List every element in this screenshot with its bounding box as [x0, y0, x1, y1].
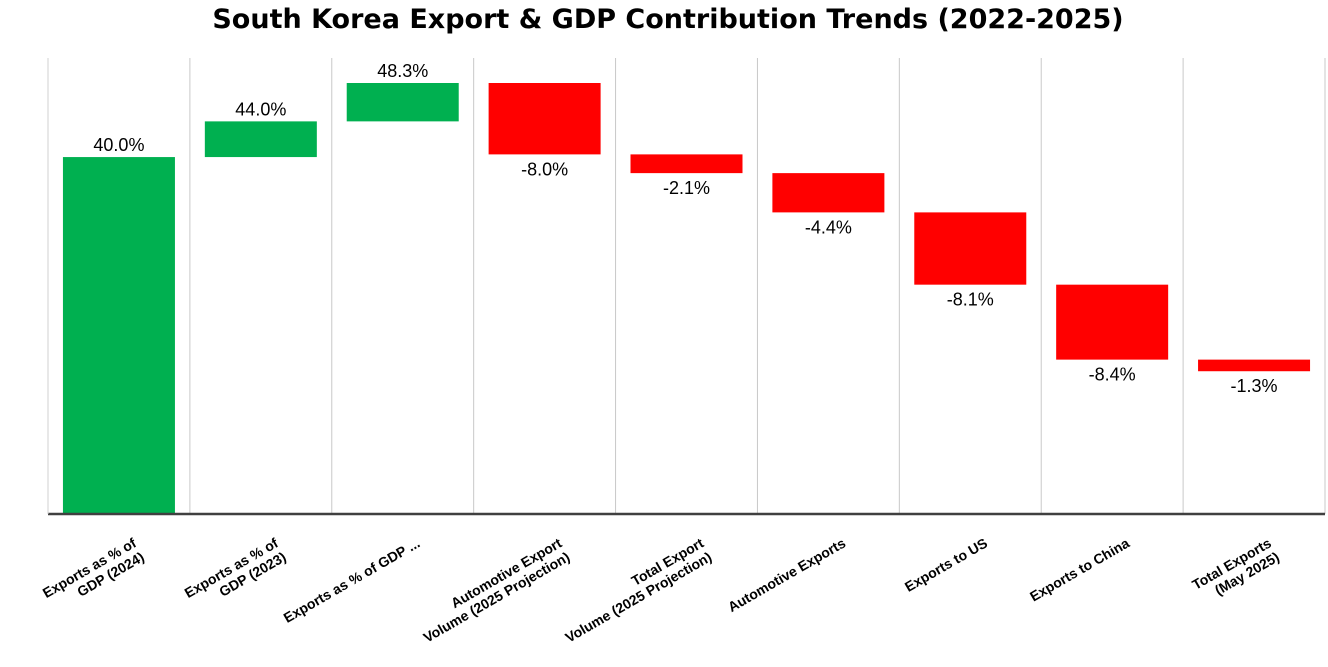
data-label: -8.0%	[521, 159, 568, 179]
data-label: -8.4%	[1089, 365, 1136, 385]
bar	[62, 157, 175, 514]
data-label: -2.1%	[663, 178, 710, 198]
x-tick-label: Exports as % ofGDP (2023)	[182, 534, 289, 614]
bar	[488, 83, 601, 155]
data-label: -1.3%	[1231, 376, 1278, 396]
bar	[1056, 284, 1169, 360]
bar	[630, 154, 743, 174]
x-tick-label: Automotive ExportVolume (2025 Projection…	[412, 534, 572, 645]
x-tick-label: Total ExportVolume (2025 Projection)	[554, 534, 714, 645]
bar	[914, 212, 1027, 285]
bar	[204, 121, 317, 158]
data-label: 40.0%	[93, 135, 144, 155]
x-tick-label: Exports to China	[1027, 535, 1132, 605]
data-label: -4.4%	[805, 217, 852, 237]
data-label: 48.3%	[377, 61, 428, 81]
bar	[346, 83, 459, 122]
x-tick-label: Exports as % of GDP ...	[281, 535, 423, 626]
data-label: -8.1%	[947, 290, 994, 310]
bar	[1198, 359, 1311, 372]
x-tick-label: Exports to US	[902, 535, 990, 595]
chart-title: South Korea Export & GDP Contribution Tr…	[212, 4, 1124, 35]
data-label: 44.0%	[235, 99, 286, 119]
x-tick-label: Total Exports(May 2025)	[1189, 535, 1282, 607]
bar	[772, 173, 885, 213]
x-tick-label: Automotive Exports	[725, 535, 848, 615]
x-tick-label: Exports as % ofGDP (2024)	[40, 534, 147, 614]
